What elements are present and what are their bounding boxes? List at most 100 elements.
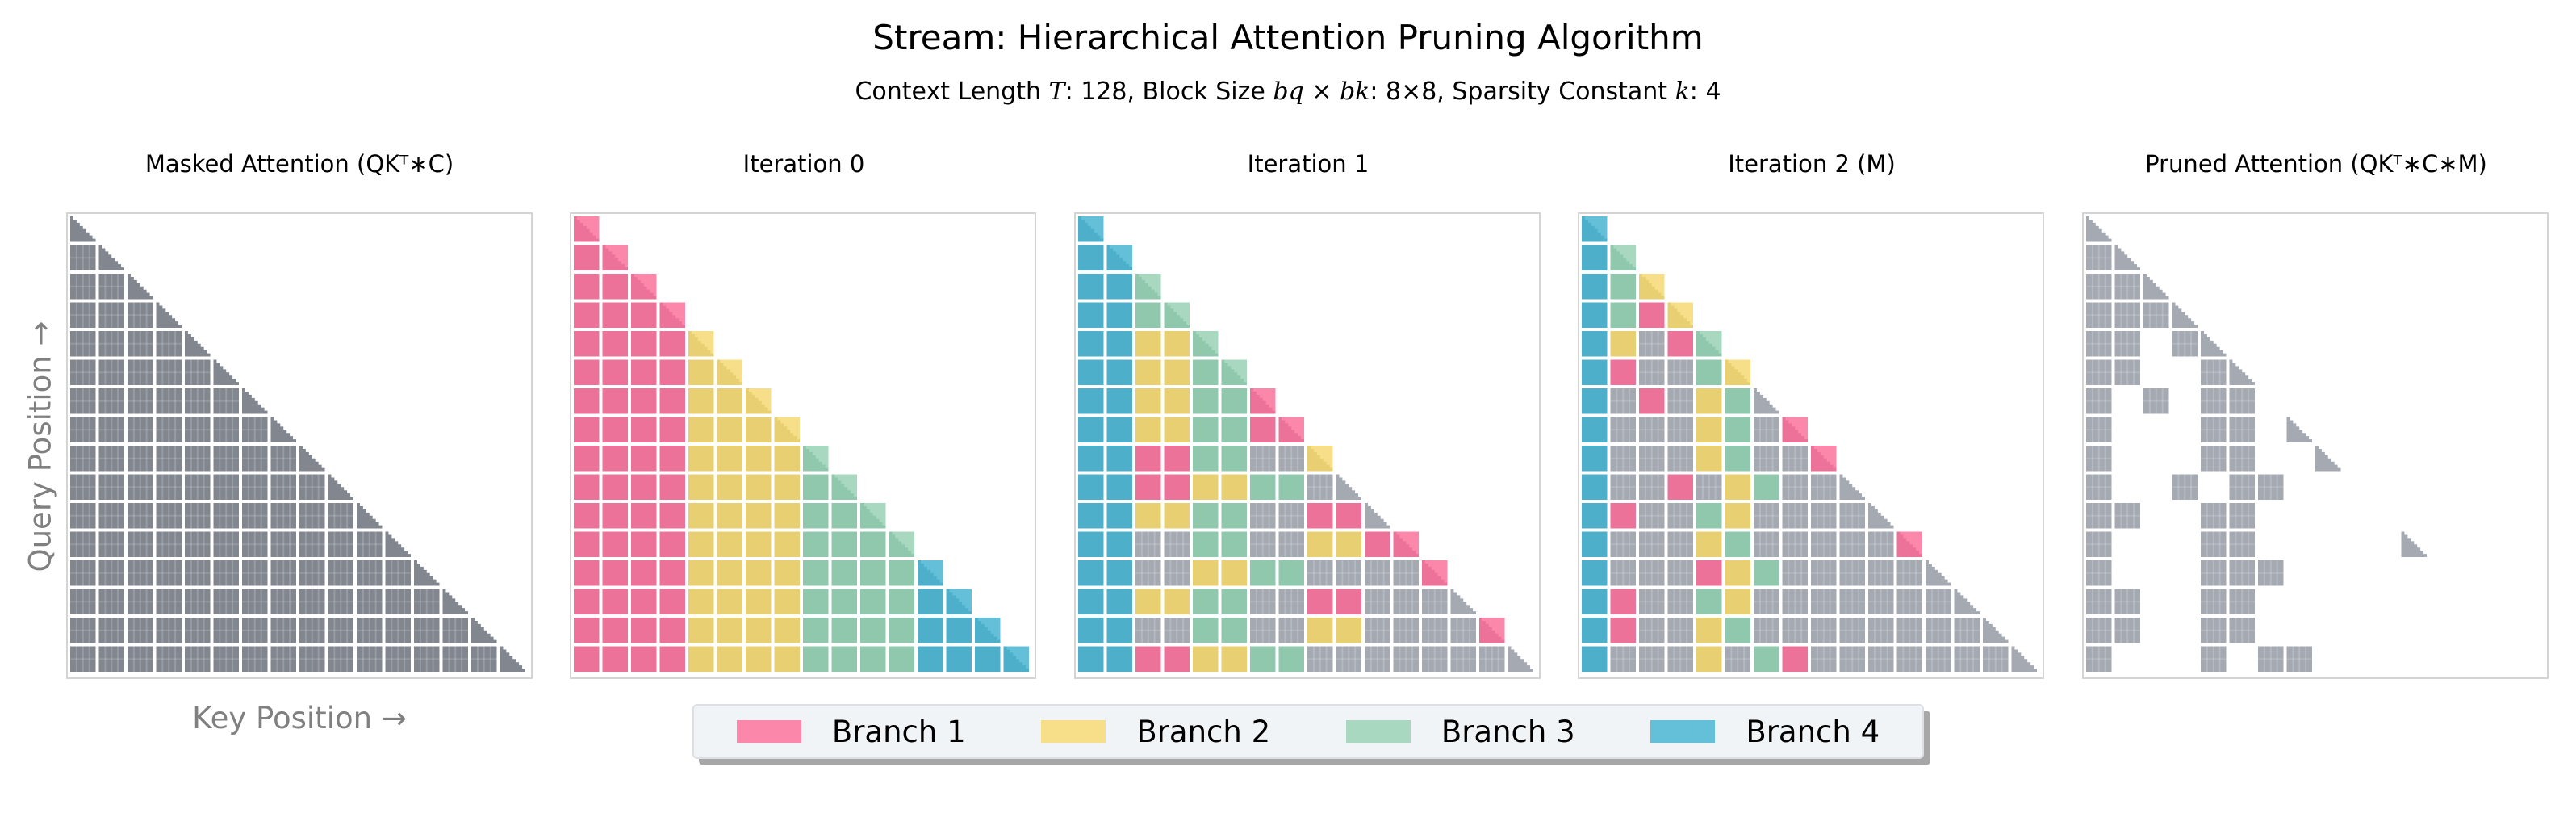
legend-item-branch-1: Branch 1	[736, 715, 966, 749]
texture	[185, 601, 211, 603]
texture	[82, 560, 84, 586]
block-fill	[1954, 646, 1980, 672]
texture	[391, 589, 393, 614]
texture	[2235, 388, 2237, 414]
block-fill	[803, 589, 829, 614]
branch-1-block	[1610, 618, 1636, 643]
texture	[1679, 560, 1682, 586]
texture	[196, 417, 199, 442]
texture	[276, 474, 278, 500]
block-fill	[2114, 618, 2140, 643]
unselected-block	[1896, 646, 1922, 672]
texture	[88, 359, 90, 385]
pruned-attention-block	[2114, 618, 2140, 643]
block-fill	[2286, 646, 2312, 672]
unselected-block	[1610, 388, 1636, 414]
pruned-attention-block	[2258, 474, 2284, 500]
texture	[2286, 658, 2312, 660]
texture	[2229, 486, 2255, 488]
block-fill	[1135, 560, 1161, 586]
attention-block	[385, 560, 411, 586]
block-fill	[659, 589, 685, 614]
texture	[225, 446, 228, 472]
branch-2-block	[774, 474, 800, 500]
branch-1-block	[1307, 589, 1333, 614]
unselected-block	[1278, 531, 1304, 557]
texture	[1788, 589, 1790, 614]
block-fill	[574, 560, 600, 586]
branch-1-block	[1696, 560, 1722, 586]
branch-1-block	[1135, 446, 1161, 472]
attention-block	[328, 531, 353, 557]
pruned-attention-block	[2201, 560, 2227, 586]
block-fill	[1639, 646, 1665, 672]
texture	[448, 618, 450, 643]
texture	[404, 589, 406, 614]
texture	[88, 245, 90, 270]
unselected-block	[1926, 646, 1951, 672]
unselected-block	[1896, 589, 1922, 614]
texture	[75, 503, 77, 529]
pruned-attention-block	[2143, 302, 2169, 328]
block-fill	[1221, 388, 1247, 414]
texture	[190, 589, 192, 614]
texture	[2114, 314, 2140, 316]
texture	[242, 543, 268, 546]
diagonal-lower	[128, 274, 153, 300]
texture	[1972, 618, 1975, 643]
branch-1-block	[574, 274, 600, 300]
branch-4-block	[975, 618, 1001, 643]
block-fill	[128, 417, 153, 442]
texture	[1393, 572, 1419, 574]
texture	[1930, 589, 1933, 614]
texture	[1341, 560, 1344, 586]
texture	[304, 474, 307, 500]
branch-4-block	[1582, 417, 1608, 442]
diagonal-lower	[602, 245, 628, 270]
texture	[1915, 618, 1917, 643]
texture	[2258, 572, 2284, 574]
branch-3-block	[860, 646, 886, 672]
texture	[2086, 457, 2112, 459]
texture	[1845, 560, 1847, 586]
pruned-attention-block	[2086, 646, 2112, 672]
texture	[374, 618, 377, 643]
block-fill	[1250, 589, 1276, 614]
unselected-block	[1754, 446, 1779, 472]
texture	[1800, 618, 1803, 643]
texture	[2212, 531, 2214, 557]
panel-pruned	[2082, 212, 2549, 679]
panel-masked	[66, 212, 533, 679]
block-fill	[1696, 646, 1722, 672]
texture	[2097, 274, 2100, 300]
block-fill	[1639, 618, 1665, 643]
texture	[317, 474, 320, 500]
texture	[82, 388, 84, 414]
block-fill	[1926, 646, 1951, 672]
texture	[232, 388, 234, 414]
pruned-attention-block	[2086, 216, 2112, 242]
block-fill	[156, 359, 182, 385]
texture	[289, 646, 291, 672]
diagonal-lower	[688, 331, 714, 357]
texture	[128, 543, 153, 546]
texture	[260, 474, 262, 500]
texture	[1297, 618, 1299, 643]
block-fill	[185, 446, 211, 472]
texture	[1686, 359, 1688, 385]
unselected-block	[1811, 474, 1837, 500]
branch-1-block	[631, 331, 657, 357]
texture	[1261, 446, 1264, 472]
block-fill	[1278, 589, 1304, 614]
attention-block	[128, 503, 153, 529]
attention-block	[213, 646, 239, 672]
branch-3-block	[889, 589, 914, 614]
branch-3-block	[889, 560, 914, 586]
branch-2-block	[1696, 531, 1722, 557]
block-fill	[128, 388, 153, 414]
texture	[414, 601, 440, 603]
branch-3-block	[889, 646, 914, 672]
block-fill	[270, 560, 296, 586]
block-fill	[2201, 417, 2227, 442]
block-fill	[659, 446, 685, 472]
